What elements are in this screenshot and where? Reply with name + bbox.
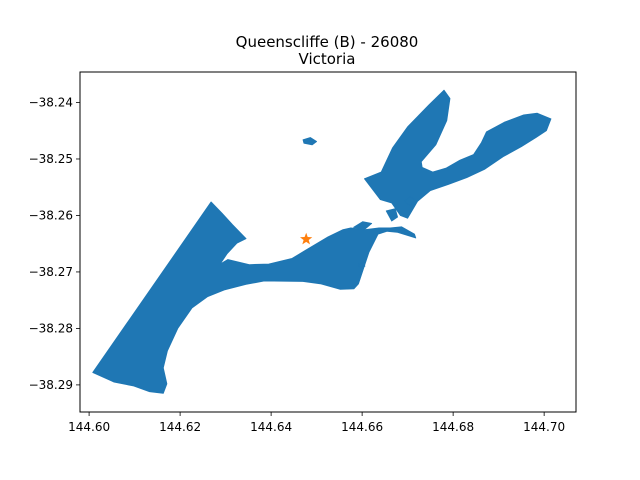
x-tick-label: 144.60 xyxy=(68,420,110,434)
region-polygon-islet-3 xyxy=(385,208,399,222)
x-tick-label: 144.68 xyxy=(432,420,474,434)
y-tick-label: −38.29 xyxy=(29,378,73,392)
x-axis: 144.60 144.62 144.64 144.66 144.68 144.70 xyxy=(68,412,565,434)
y-tick-label: −38.28 xyxy=(29,321,73,335)
marker-layer xyxy=(300,232,313,245)
location-star-marker xyxy=(300,232,313,245)
axes-frame xyxy=(79,71,577,413)
map-plot-area xyxy=(92,89,552,394)
y-tick-label: −38.24 xyxy=(29,95,73,109)
map-subtitle: Victoria xyxy=(299,50,356,68)
x-tick-label: 144.66 xyxy=(341,420,383,434)
x-tick-label: 144.62 xyxy=(159,420,201,434)
y-axis: −38.24 −38.25 −38.26 −38.27 −38.28 −38.29 xyxy=(29,95,80,392)
map-title: Queenscliffe (B) - 26080 xyxy=(236,33,419,51)
region-polygon-swan-island xyxy=(363,89,552,219)
region-polygons xyxy=(92,89,552,394)
region-polygon-mainland xyxy=(92,201,417,394)
y-tick-label: −38.27 xyxy=(29,265,73,279)
region-polygon-islet-4 xyxy=(403,196,416,207)
region-polygon-islet-2 xyxy=(353,221,373,231)
y-tick-label: −38.26 xyxy=(29,208,73,222)
x-tick-label: 144.64 xyxy=(250,420,292,434)
region-polygon-islet-1 xyxy=(302,137,318,146)
region-polygon-islet-5 xyxy=(358,261,366,269)
x-tick-label: 144.70 xyxy=(523,420,565,434)
y-tick-label: −38.25 xyxy=(29,152,73,166)
